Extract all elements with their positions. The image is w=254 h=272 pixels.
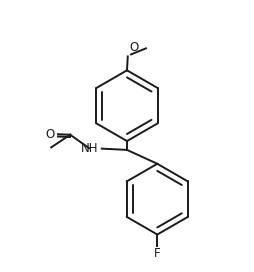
Text: NH: NH [81, 142, 98, 155]
Text: F: F [154, 247, 161, 260]
Text: O: O [46, 128, 55, 141]
Text: O: O [129, 41, 138, 54]
